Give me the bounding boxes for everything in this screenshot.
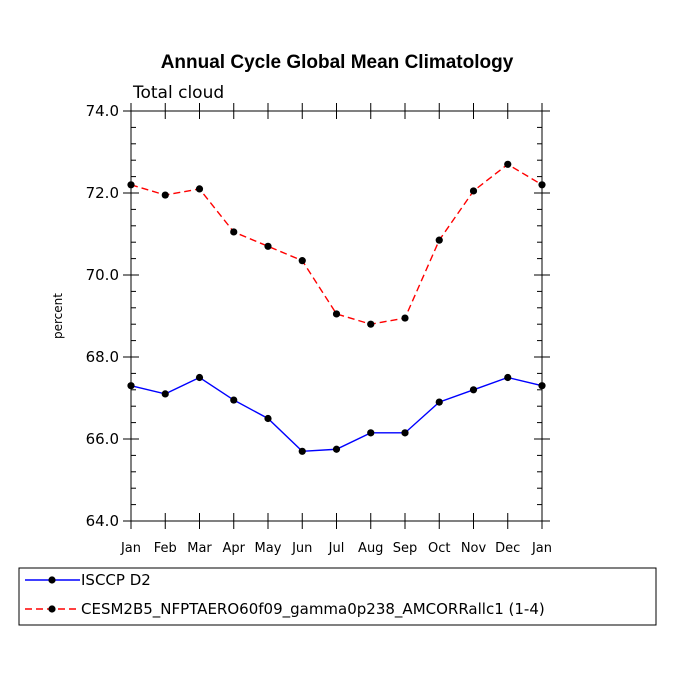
- data-point: [435, 236, 443, 244]
- series-layer: [127, 160, 546, 455]
- y-tick-label: 68.0: [86, 348, 119, 366]
- data-point: [401, 429, 409, 437]
- data-point: [469, 386, 478, 394]
- x-tick-label: Aug: [358, 541, 383, 556]
- data-point: [264, 414, 272, 423]
- data-point: [161, 191, 169, 199]
- data-point: [504, 160, 512, 168]
- legend-label: ISCCP D2: [81, 571, 151, 589]
- y-tick-label: 72.0: [86, 184, 119, 202]
- legend-marker: [48, 605, 56, 613]
- y-tick-label: 70.0: [86, 266, 119, 284]
- y-tick-label: 74.0: [86, 102, 119, 120]
- x-tick-label: Oct: [428, 541, 450, 556]
- data-point: [127, 382, 135, 390]
- x-tick-label: May: [255, 541, 282, 556]
- major-ticks: [123, 103, 550, 529]
- x-tick-label: Sep: [393, 541, 418, 556]
- x-tick-labels: Jan Feb Mar Apr May Jun Jul Aug Sep Oct Nov Dec Jan: [120, 541, 552, 556]
- data-point: [161, 390, 169, 398]
- legend-marker: [48, 576, 56, 584]
- x-tick-label: Jul: [328, 541, 345, 556]
- data-point: [367, 320, 375, 328]
- y-tick-labels: 64.0 66.0 68.0 70.0 72.0 74.0: [86, 102, 119, 530]
- y-tick-label: 66.0: [86, 430, 119, 448]
- x-tick-label: Dec: [495, 541, 520, 556]
- data-point: [230, 396, 238, 404]
- data-point: [298, 447, 306, 455]
- data-point: [230, 228, 238, 236]
- x-tick-label: Feb: [154, 541, 177, 556]
- chart-subtitle: Total cloud: [132, 83, 224, 103]
- data-point: [298, 257, 306, 265]
- series-line: [130, 376, 543, 453]
- data-point: [195, 185, 204, 193]
- x-tick-label: Jan: [120, 541, 141, 556]
- data-point: [367, 429, 375, 437]
- data-point: [538, 382, 546, 390]
- data-point: [127, 181, 135, 189]
- x-tick-label: Jan: [531, 541, 552, 556]
- data-point: [195, 373, 204, 382]
- data-point: [332, 445, 341, 453]
- x-tick-label: Mar: [187, 541, 212, 556]
- series-2: [127, 160, 546, 328]
- legend: ISCCP D2 CESM2B5_NFPTAERO60f09_gamma0p238…: [25, 571, 545, 619]
- data-point: [538, 181, 546, 189]
- chart-title: Annual Cycle Global Mean Climatology: [161, 52, 514, 73]
- y-axis-label: percent: [51, 293, 65, 339]
- x-tick-label: Nov: [461, 541, 487, 556]
- x-tick-label: Jun: [291, 541, 312, 556]
- data-point: [435, 398, 443, 406]
- legend-label: CESM2B5_NFPTAERO60f09_gamma0p238_AMCORRa…: [81, 600, 545, 619]
- data-point: [401, 314, 409, 322]
- data-point: [504, 373, 512, 382]
- data-point: [469, 187, 478, 195]
- x-tick-label: Apr: [223, 541, 246, 556]
- series-line: [130, 163, 543, 325]
- series-1: [127, 373, 546, 455]
- data-point: [264, 242, 272, 250]
- data-point: [332, 310, 341, 318]
- y-tick-label: 64.0: [86, 512, 119, 530]
- legend-box: [18, 567, 657, 626]
